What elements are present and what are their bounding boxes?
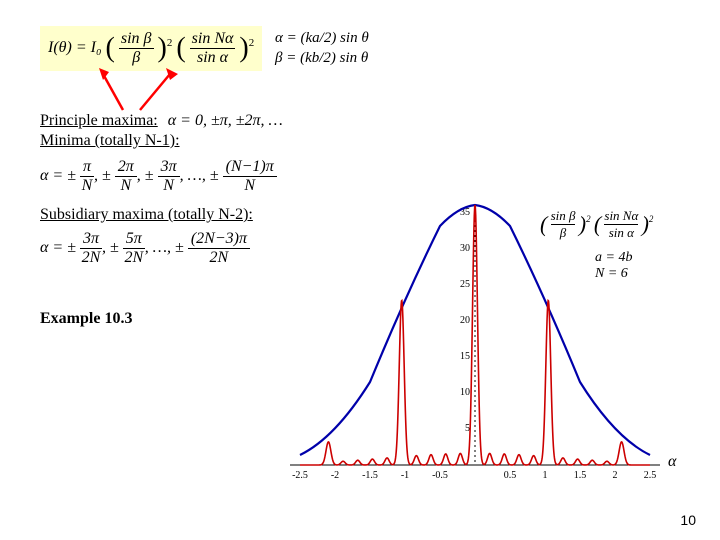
svg-text:2: 2 <box>613 470 618 481</box>
svg-text:-2.5: -2.5 <box>292 470 308 481</box>
svg-text:1.5: 1.5 <box>574 470 587 481</box>
beta-def: β = (kb/2) sin θ <box>275 50 368 67</box>
alpha-def: α = (ka/2) sin θ <box>275 30 369 47</box>
arrow-to-alpha-term <box>130 66 200 116</box>
intensity-formula-box: I(θ) = I₀ ( sin β β )2 ( sin Nα sin α )2 <box>40 26 262 71</box>
svg-text:20: 20 <box>460 315 470 326</box>
principle-maxima-label: Principle maxima: α = 0, ±π, ±2π, … <box>40 112 283 130</box>
minima-label: Minima (totally N-1): <box>40 132 180 150</box>
subsidiary-formula: α = ± 3π 2N , ± 5π 2N , …, ± (2N−3)π 2N <box>40 230 250 267</box>
subsidiary-maxima-label: Subsidiary maxima (totally N-2): <box>40 206 253 224</box>
svg-text:2.5: 2.5 <box>644 470 657 481</box>
svg-text:10: 10 <box>460 387 470 398</box>
svg-text:-0.5: -0.5 <box>432 470 448 481</box>
minima-formula: α = ± π N , ± 2π N , ± 3π N , …, ± (N−1)… <box>40 158 277 195</box>
svg-text:15: 15 <box>460 351 470 362</box>
svg-text:25: 25 <box>460 279 470 290</box>
svg-text:30: 30 <box>460 243 470 254</box>
svg-text:-1.5: -1.5 <box>362 470 378 481</box>
diffraction-chart: 35 30 25 20 15 10 5 -2.5 -2 -1.5 -1 -0.5… <box>270 195 680 485</box>
page-number: 10 <box>680 512 696 528</box>
svg-text:-2: -2 <box>331 470 339 481</box>
x-axis-label: α <box>668 453 676 471</box>
svg-text:0.5: 0.5 <box>504 470 517 481</box>
example-label: Example 10.3 <box>40 310 132 328</box>
intensity-lhs: I(θ) = I₀ <box>48 39 106 56</box>
svg-text:-1: -1 <box>401 470 409 481</box>
svg-text:1: 1 <box>543 470 548 481</box>
